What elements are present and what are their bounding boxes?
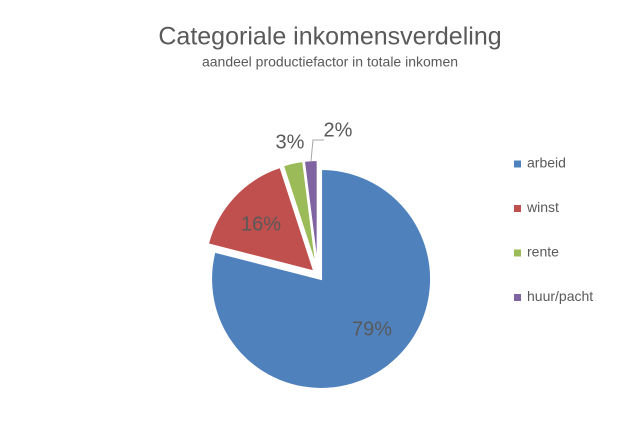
legend-label: arbeid [527,155,566,171]
legend-swatch [514,294,521,301]
chart-subtitle: aandeel productiefactor in totale inkome… [202,54,458,70]
data-label: 79% [352,318,392,340]
data-label: 2% [324,119,353,141]
leader-line [310,139,324,162]
legend-swatch [514,160,521,168]
data-label: 16% [241,213,281,235]
legend-swatch [514,249,521,257]
legend-label: rente [527,244,559,260]
data-label: 3% [276,131,305,153]
legend-swatch [514,205,521,212]
pie-slice [206,165,316,273]
chart-title: Categoriale inkomensverdeling [158,23,501,51]
pie-slice [210,167,433,390]
legend-label: winst [526,199,559,215]
legend-label: huur/pacht [527,288,593,304]
